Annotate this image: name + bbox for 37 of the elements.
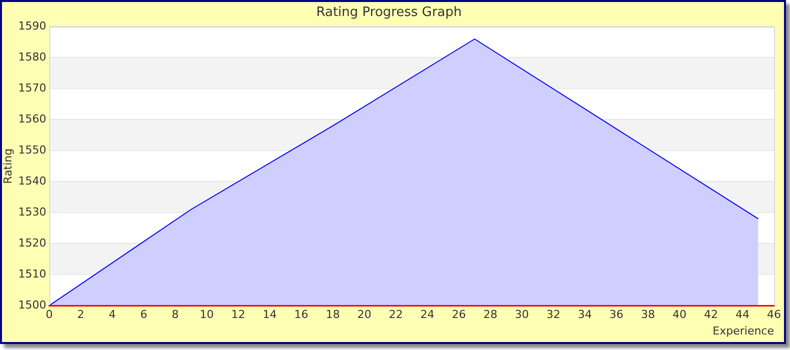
- y-tick-label: 1520: [18, 236, 46, 250]
- x-tick-label: 10: [200, 308, 214, 322]
- chart-title: Rating Progress Graph: [316, 5, 462, 20]
- x-tick-label: 44: [735, 308, 750, 322]
- x-tick-label: 16: [294, 308, 308, 322]
- y-tick-label: 1580: [18, 50, 46, 64]
- y-tick-label: 1510: [18, 267, 46, 280]
- y-tick-label: 1500: [18, 298, 46, 312]
- y-tick-label: 1560: [18, 112, 46, 126]
- x-tick-label: 4: [108, 308, 116, 322]
- x-tick-label: 0: [46, 308, 53, 322]
- x-tick-label: 34: [578, 308, 592, 322]
- x-tick-label: 36: [609, 308, 624, 322]
- y-tick-label: 1590: [18, 19, 46, 32]
- x-tick-label: 38: [640, 308, 655, 322]
- x-axis-title: Experience: [712, 324, 774, 338]
- y-tick-label: 1550: [18, 143, 46, 156]
- x-tick-label: 20: [357, 308, 372, 322]
- x-tick-label: 46: [767, 308, 781, 322]
- x-tick-label: 28: [483, 308, 498, 322]
- x-tick-label: 14: [262, 308, 277, 322]
- x-tick-label: 2: [77, 308, 84, 322]
- y-tick-label: 1570: [18, 81, 46, 94]
- y-tick-label: 1540: [18, 174, 46, 188]
- x-tick-label: 40: [672, 308, 686, 322]
- y-tick-label: 1530: [18, 205, 46, 218]
- x-tick-label: 30: [514, 308, 529, 322]
- x-tick-label: 6: [140, 308, 148, 322]
- x-tick-label: 42: [704, 308, 718, 322]
- x-tick-label: 18: [326, 308, 340, 322]
- x-tick-label: 12: [231, 308, 246, 322]
- x-tick-label: 24: [420, 308, 434, 322]
- x-tick-label: 8: [172, 308, 179, 322]
- y-axis-title: Rating: [1, 148, 14, 184]
- x-tick-label: 26: [452, 308, 466, 322]
- x-tick-label: 32: [546, 308, 560, 322]
- x-tick-label: 22: [388, 308, 403, 322]
